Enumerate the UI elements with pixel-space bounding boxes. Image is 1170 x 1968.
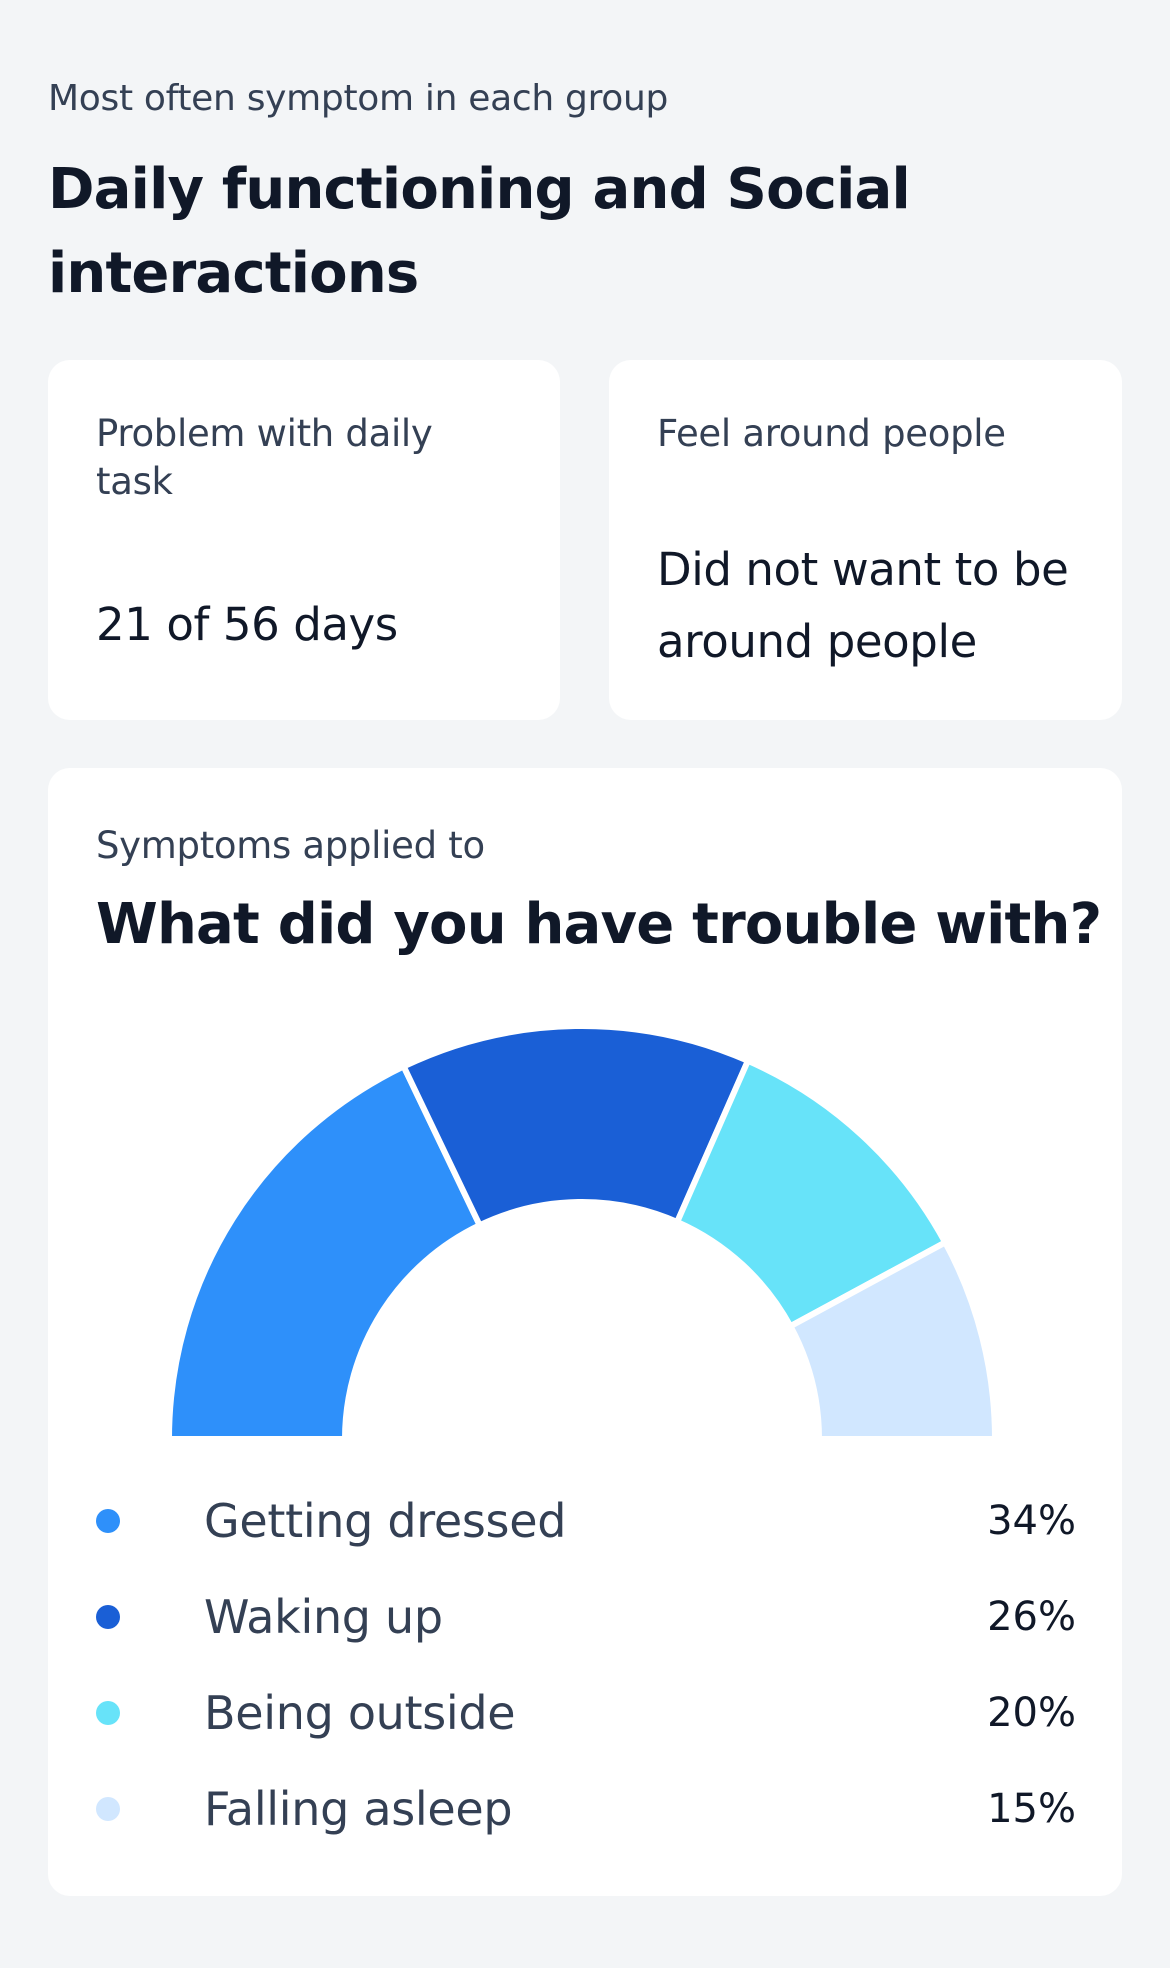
slice-getting-dressed[interactable] [165, 1062, 484, 1442]
slice-waking-up[interactable] [399, 1023, 752, 1230]
legend-dot-icon [96, 1605, 120, 1629]
legend-value: 20% [987, 1690, 1076, 1736]
slice-falling-asleep[interactable] [786, 1238, 999, 1442]
legend-item-waking-up[interactable]: Waking up 26% [96, 1584, 1096, 1680]
legend-value: 15% [987, 1786, 1076, 1832]
chart-legend: Getting dressed 34% Waking up 26% Being … [96, 1488, 1096, 1872]
section-title: Daily functioning and Social interaction… [48, 157, 911, 306]
legend-label: Being outside [204, 1686, 516, 1740]
legend-label: Falling asleep [204, 1782, 513, 1836]
legend-item-being-outside[interactable]: Being outside 20% [96, 1680, 1096, 1776]
legend-label: Getting dressed [204, 1494, 567, 1548]
legend-value: 34% [987, 1498, 1076, 1544]
chart-subtitle: Symptoms applied to [96, 824, 485, 867]
legend-dot-icon [96, 1797, 120, 1821]
half-donut-chart [165, 1023, 999, 1442]
symptoms-chart-card: Symptoms applied to What did you have tr… [48, 768, 1122, 1896]
legend-item-falling-asleep[interactable]: Falling asleep 15% [96, 1776, 1096, 1872]
daily-task-label: Problem with daily task [96, 412, 433, 503]
people-feeling-label: Feel around people [657, 412, 1006, 455]
daily-task-value: 21 of 56 days [96, 598, 398, 651]
people-feeling-value: Did not want to be around people [657, 543, 1069, 668]
daily-task-card[interactable]: Problem with daily task 21 of 56 days [48, 360, 560, 720]
chart-title: What did you have trouble with? [96, 892, 1102, 957]
legend-value: 26% [987, 1594, 1076, 1640]
people-feeling-card[interactable]: Feel around people Did not want to be ar… [609, 360, 1122, 720]
legend-item-getting-dressed[interactable]: Getting dressed 34% [96, 1488, 1096, 1584]
legend-dot-icon [96, 1701, 120, 1725]
legend-label: Waking up [204, 1590, 443, 1644]
legend-dot-icon [96, 1509, 120, 1533]
section-subtitle: Most often symptom in each group [48, 78, 669, 119]
